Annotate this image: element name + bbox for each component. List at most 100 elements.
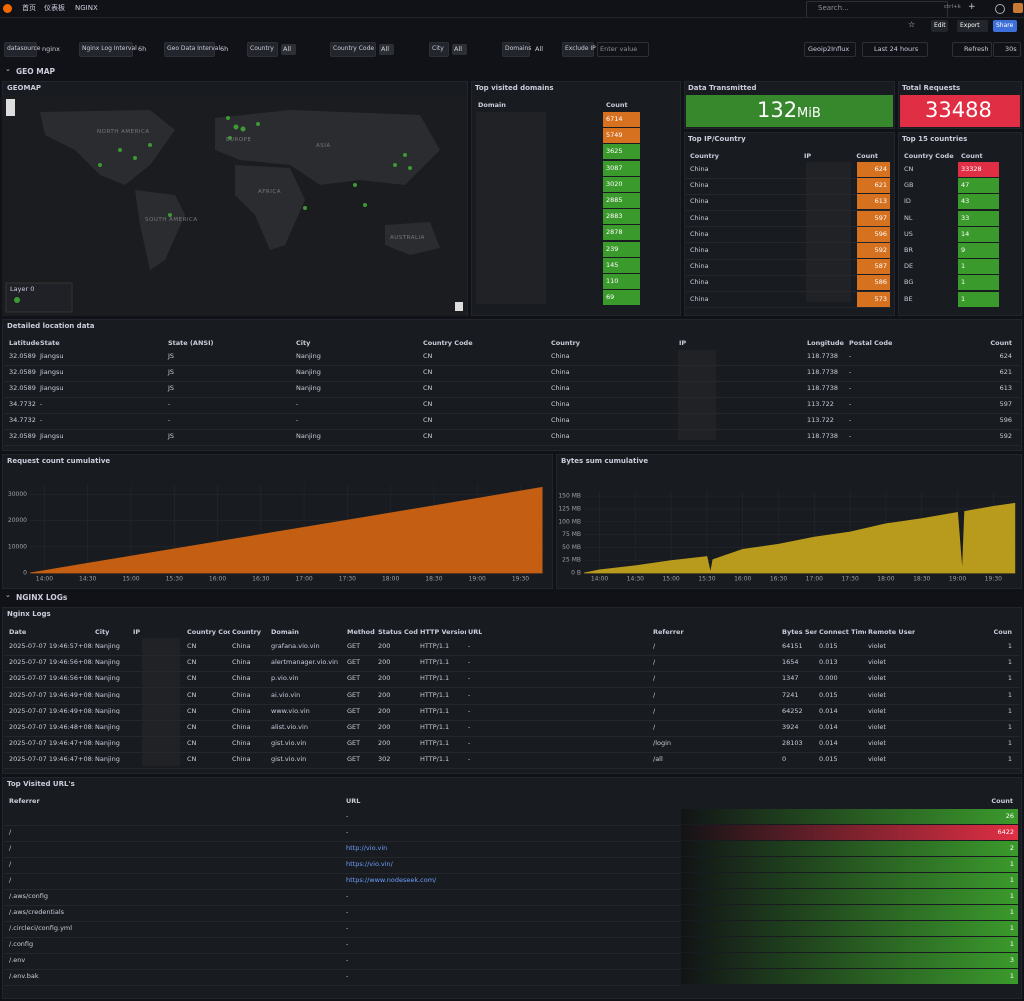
- count-value: 33328: [961, 165, 982, 173]
- x-tick-label: 19:30: [985, 576, 1002, 583]
- table-cell: China: [551, 352, 570, 360]
- control-button[interactable]: [862, 42, 928, 57]
- code-cell: US: [904, 229, 913, 238]
- count-value: 145: [606, 260, 619, 269]
- help-button[interactable]: [995, 4, 1005, 14]
- map-point: [98, 163, 102, 167]
- table-cell: -: [849, 384, 852, 392]
- toolbar-button-label[interactable]: Edit: [934, 22, 946, 29]
- table-cell: /: [9, 844, 12, 852]
- panel-title: Nginx Logs: [7, 610, 51, 618]
- table-cell: 0.015: [819, 691, 838, 699]
- zoom-control[interactable]: [6, 99, 15, 116]
- count-cell: [603, 193, 640, 208]
- table-cell: HTTP/1.1: [420, 724, 450, 731]
- toolbar-button-label[interactable]: Export: [960, 22, 980, 29]
- count-value: 69: [606, 293, 615, 302]
- control-button[interactable]: [952, 42, 992, 57]
- table-cell: Nanjing: [95, 659, 120, 666]
- column-header: HTTP Version: [420, 629, 466, 636]
- table-cell: Nanjing: [95, 707, 120, 715]
- variable-chip[interactable]: [452, 44, 467, 55]
- count-cell: [958, 162, 999, 177]
- variable-chip[interactable]: [379, 44, 394, 55]
- table-cell: 2025-07-07 19:46:56+08:0: [9, 675, 93, 682]
- table-cell: /: [9, 828, 12, 836]
- map-region-label: EUROPE: [226, 137, 252, 143]
- toolbar-button-label[interactable]: Share: [996, 22, 1014, 29]
- y-tick-label: 100 MB: [558, 518, 581, 525]
- variable-input[interactable]: [597, 42, 649, 57]
- column-header: IP: [804, 152, 812, 160]
- stat-background: [900, 95, 1020, 127]
- count-value: 2885: [606, 196, 623, 204]
- table-cell: HTTP/1.1: [420, 691, 450, 699]
- table-cell: 1: [1007, 643, 1012, 650]
- control-label: Last 24 hours: [874, 45, 919, 53]
- panel-title: Top visited domains: [475, 84, 554, 92]
- table-cell: 2025-07-07 19:46:57+08:0: [9, 643, 93, 650]
- column-header: Date: [9, 629, 27, 636]
- table-cell: HTTP/1.1: [420, 740, 450, 747]
- y-tick-label: 30000: [8, 491, 27, 498]
- count-value: 9: [961, 246, 966, 254]
- toolbar-button[interactable]: [931, 20, 948, 32]
- variable-label: Exclude IP: [565, 45, 596, 52]
- code-cell: GB: [904, 181, 914, 190]
- table-cell: -: [346, 828, 349, 836]
- table-cell: GET: [347, 707, 361, 715]
- stat-value: 132: [757, 98, 798, 122]
- count-value: 33: [961, 213, 970, 222]
- control-button[interactable]: [804, 42, 856, 57]
- column-header: URL: [468, 629, 483, 636]
- table-cell: CN: [187, 675, 197, 682]
- table-cell: Nanjing: [296, 432, 321, 440]
- row-line: [4, 671, 1020, 672]
- table-cell: CN: [187, 756, 197, 763]
- count-value: 43: [961, 197, 970, 206]
- table-cell: 64252: [782, 707, 803, 715]
- toolbar-button[interactable]: [993, 20, 1017, 32]
- table-cell: 7241: [782, 691, 799, 699]
- row-line: [686, 242, 891, 243]
- table-cell: violet: [868, 756, 886, 763]
- redacted: [476, 112, 546, 304]
- table-cell: gist.vio.vin: [271, 756, 307, 763]
- table-cell: 2025-07-07 19:46:47+08:0: [9, 740, 93, 747]
- variable-chip[interactable]: [281, 44, 296, 55]
- country-cell: China: [690, 165, 709, 173]
- column-header: Country: [690, 152, 720, 160]
- table-cell: -: [346, 972, 349, 980]
- count-cell: [857, 291, 890, 307]
- star-button[interactable]: ☆: [908, 20, 916, 29]
- count-bar: [681, 825, 1018, 840]
- country-cell: China: [690, 246, 709, 254]
- count-bar: [681, 905, 1018, 920]
- table-cell: JS: [168, 384, 175, 392]
- table-cell: CN: [187, 724, 197, 731]
- table-cell: 2025-07-07 19:46:56+08:0: [9, 659, 93, 666]
- control-label: Refresh: [964, 45, 989, 53]
- column-header: Count: [856, 152, 878, 160]
- table-cell: 0.015: [819, 756, 838, 763]
- table-cell: 113.722: [807, 400, 834, 408]
- table-cell: Nanjing: [95, 691, 120, 699]
- table-cell: 3924: [782, 724, 799, 731]
- control-button[interactable]: [993, 42, 1021, 57]
- count-value: 1: [961, 278, 966, 287]
- table-cell: -: [468, 724, 471, 731]
- count-cell: [857, 210, 890, 226]
- toolbar-button[interactable]: [957, 20, 988, 32]
- table-cell: HTTP/1.1: [420, 659, 450, 666]
- legend-point: [14, 297, 20, 303]
- table-cell: -: [346, 892, 349, 900]
- table-cell: 118.7738: [807, 432, 839, 440]
- count-bar: [681, 889, 1018, 904]
- table-cell: 1: [1007, 724, 1012, 731]
- table-cell: -: [346, 956, 349, 964]
- column-header: Coun: [993, 629, 1013, 636]
- x-tick-label: 18:30: [913, 576, 930, 583]
- table-cell: /: [653, 691, 656, 699]
- row-line: [4, 703, 1020, 705]
- info-button[interactable]: [455, 302, 463, 311]
